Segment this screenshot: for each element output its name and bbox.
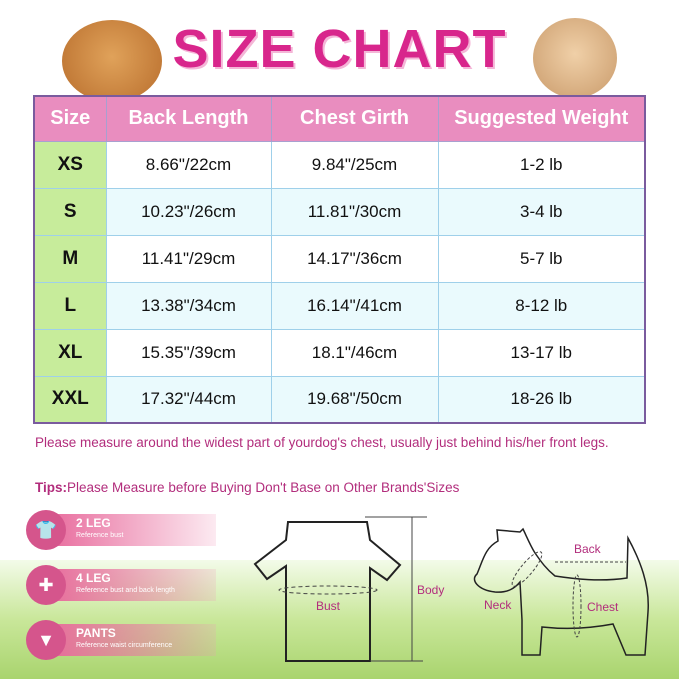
shirt-icon: 👕 xyxy=(26,510,66,550)
size-cell: XS xyxy=(33,140,107,189)
chest-cell: 11.81"/30cm xyxy=(270,187,439,236)
pants-icon: ▼ xyxy=(26,620,66,660)
table-header: Size Back Length Chest Girth Suggested W… xyxy=(33,95,646,142)
weight-cell: 3-4 lb xyxy=(437,187,646,236)
four-leg-suit-icon: ✚ xyxy=(26,565,66,605)
chest-measure-line xyxy=(572,574,582,638)
neck-measure-line xyxy=(511,551,543,587)
badge-title: 4 LEG xyxy=(76,571,111,585)
chest-label: Chest xyxy=(587,600,619,614)
back-cell: 15.35"/39cm xyxy=(105,328,272,377)
golden-retriever-image xyxy=(62,20,162,102)
table-row: S 10.23"/26cm 11.81"/30cm 3-4 lb xyxy=(33,187,646,236)
header-back-length: Back Length xyxy=(105,95,272,142)
table-row: M 11.41"/29cm 14.17"/36cm 5-7 lb xyxy=(33,234,646,283)
table-row: XXL 17.32"/44cm 19.68"/50cm 18-26 lb xyxy=(33,375,646,424)
size-cell: XXL xyxy=(33,375,107,424)
weight-cell: 18-26 lb xyxy=(437,375,646,424)
header-chest-girth: Chest Girth xyxy=(270,95,439,142)
chest-cell: 16.14"/41cm xyxy=(270,281,439,330)
size-cell: S xyxy=(33,187,107,236)
table-row: XS 8.66"/22cm 9.84"/25cm 1-2 lb xyxy=(33,140,646,189)
back-cell: 13.38"/34cm xyxy=(105,281,272,330)
dog-outline xyxy=(473,527,649,656)
back-cell: 11.41"/29cm xyxy=(105,234,272,283)
badge-title: PANTS xyxy=(76,626,116,640)
chest-cell: 19.68"/50cm xyxy=(270,375,439,424)
badge-subtitle: Reference bust xyxy=(76,532,124,539)
chest-cell: 9.84"/25cm xyxy=(270,140,439,189)
tips-text: Tips:Please Measure before Buying Don't … xyxy=(35,480,459,495)
neck-label: Neck xyxy=(484,598,512,612)
size-table: Size Back Length Chest Girth Suggested W… xyxy=(33,95,646,424)
size-cell: M xyxy=(33,234,107,283)
header-size: Size xyxy=(33,95,107,142)
badge-2-leg: 👕 2 LEG Reference bust xyxy=(26,510,216,550)
badge-4-leg: ✚ 4 LEG Reference bust and back length xyxy=(26,565,216,605)
badge-subtitle: Reference bust and back length xyxy=(76,587,175,594)
back-label: Back xyxy=(574,542,601,556)
badge-title: 2 LEG xyxy=(76,516,111,530)
shirt-outline xyxy=(253,521,402,662)
badge-subtitle: Reference waist circumference xyxy=(76,642,173,649)
back-cell: 10.23"/26cm xyxy=(105,187,272,236)
badge-pants: ▼ PANTS Reference waist circumference xyxy=(26,620,216,660)
body-label: Body xyxy=(417,583,445,597)
chest-cell: 14.17"/36cm xyxy=(270,234,439,283)
measure-note: Please measure around the widest part of… xyxy=(35,435,609,450)
weight-cell: 5-7 lb xyxy=(437,234,646,283)
size-cell: L xyxy=(33,281,107,330)
header-weight: Suggested Weight xyxy=(437,95,646,142)
back-cell: 8.66"/22cm xyxy=(105,140,272,189)
tips-label: Tips: xyxy=(35,480,68,495)
tips-body: Please Measure before Buying Don't Base … xyxy=(67,480,460,495)
poodle-image xyxy=(533,18,617,98)
table-row: L 13.38"/34cm 16.14"/41cm 8-12 lb xyxy=(33,281,646,330)
weight-cell: 8-12 lb xyxy=(437,281,646,330)
page-title: SIZE CHART xyxy=(172,19,507,79)
bust-label: Bust xyxy=(316,599,341,613)
bust-measure-line xyxy=(278,585,378,595)
